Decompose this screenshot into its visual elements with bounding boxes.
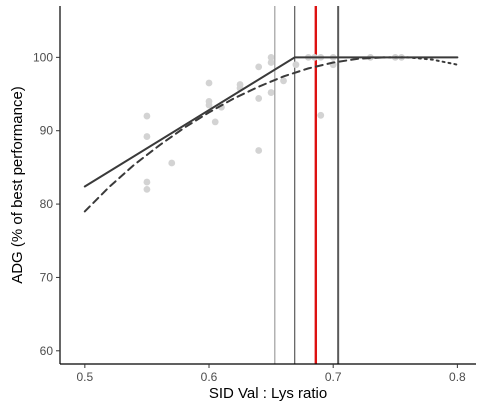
data-point — [317, 111, 325, 119]
x-tick-label: 0.7 — [325, 370, 342, 384]
data-point — [255, 147, 263, 154]
fit-line-dotted — [381, 56, 459, 66]
fit-lines — [83, 56, 459, 213]
axes — [56, 6, 476, 368]
data-point — [267, 89, 275, 96]
data-point — [143, 133, 151, 140]
data-point — [205, 79, 213, 87]
data-point — [143, 178, 151, 186]
x-tick-label: 0.8 — [449, 370, 466, 384]
y-tick-label: 90 — [40, 124, 54, 138]
data-point — [143, 112, 151, 120]
data-points — [143, 53, 405, 193]
y-tick-label: 80 — [40, 197, 54, 211]
data-point — [255, 63, 263, 71]
y-axis-title: ADG (% of best performance) — [9, 86, 26, 284]
fit-line-solid — [83, 56, 459, 188]
y-tick-label: 70 — [40, 270, 54, 284]
data-point — [168, 159, 176, 167]
data-point — [267, 53, 275, 61]
y-tick-label: 100 — [33, 50, 53, 64]
data-point — [205, 101, 213, 109]
x-tick-label: 0.5 — [76, 370, 93, 384]
x-tick-label: 0.6 — [201, 370, 218, 384]
data-point — [143, 186, 151, 193]
data-point — [255, 95, 263, 102]
fit-line-dashed — [83, 56, 384, 213]
data-point — [211, 118, 219, 126]
y-tick-label: 60 — [40, 344, 54, 358]
tick-labels: 0.5 0.6 0.7 0.8 60 70 80 90 100 — [33, 50, 466, 384]
data-point — [280, 77, 287, 85]
data-point — [292, 61, 300, 69]
data-point — [267, 59, 275, 66]
x-axis-title: SID Val : Lys ratio — [209, 385, 327, 402]
